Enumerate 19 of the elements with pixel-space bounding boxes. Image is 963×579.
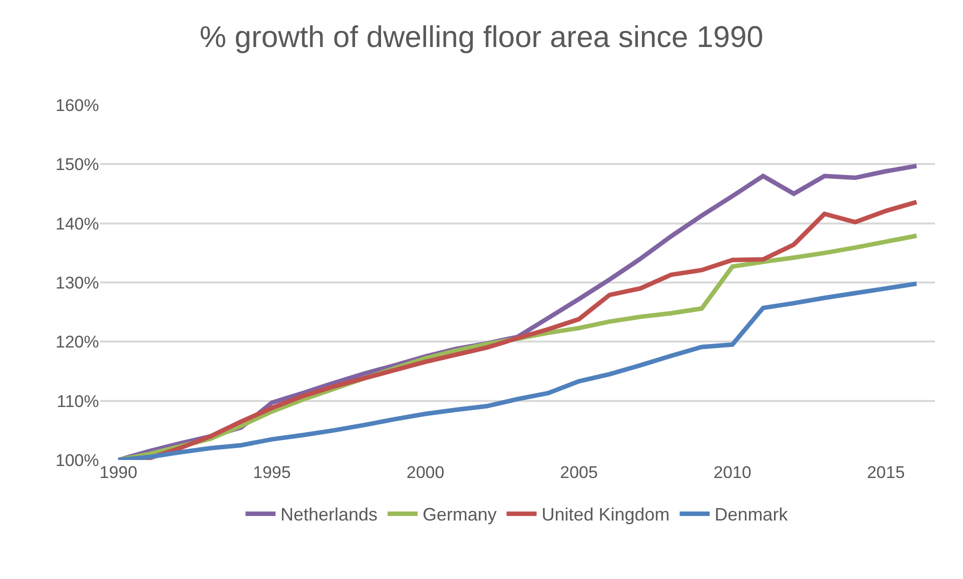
legend-label: Germany: [422, 504, 497, 525]
x-tick-label: 2015: [866, 463, 905, 482]
y-tick-label: 120%: [56, 332, 99, 352]
y-tick-label: 100%: [56, 450, 99, 470]
legend-label: United Kingdom: [542, 504, 670, 525]
x-tick-label: 2010: [713, 463, 752, 482]
y-tick-label: 110%: [56, 392, 99, 411]
y-tick-label: 130%: [56, 273, 99, 292]
line-series: [116, 281, 919, 460]
legend-label: Denmark: [714, 504, 789, 525]
y-tick-label: 140%: [56, 214, 99, 234]
x-tick-label: 1995: [252, 463, 291, 482]
y-tick-label: 160%: [56, 96, 99, 115]
chart-title: % growth of dwelling floor area since 1990: [200, 21, 764, 54]
x-tick-label: 2000: [406, 463, 444, 482]
x-tick-label: 2005: [560, 463, 598, 482]
legend-label: Netherlands: [280, 504, 378, 525]
x-tick-label: 1990: [100, 463, 138, 482]
y-tick-label: 150%: [56, 155, 99, 174]
